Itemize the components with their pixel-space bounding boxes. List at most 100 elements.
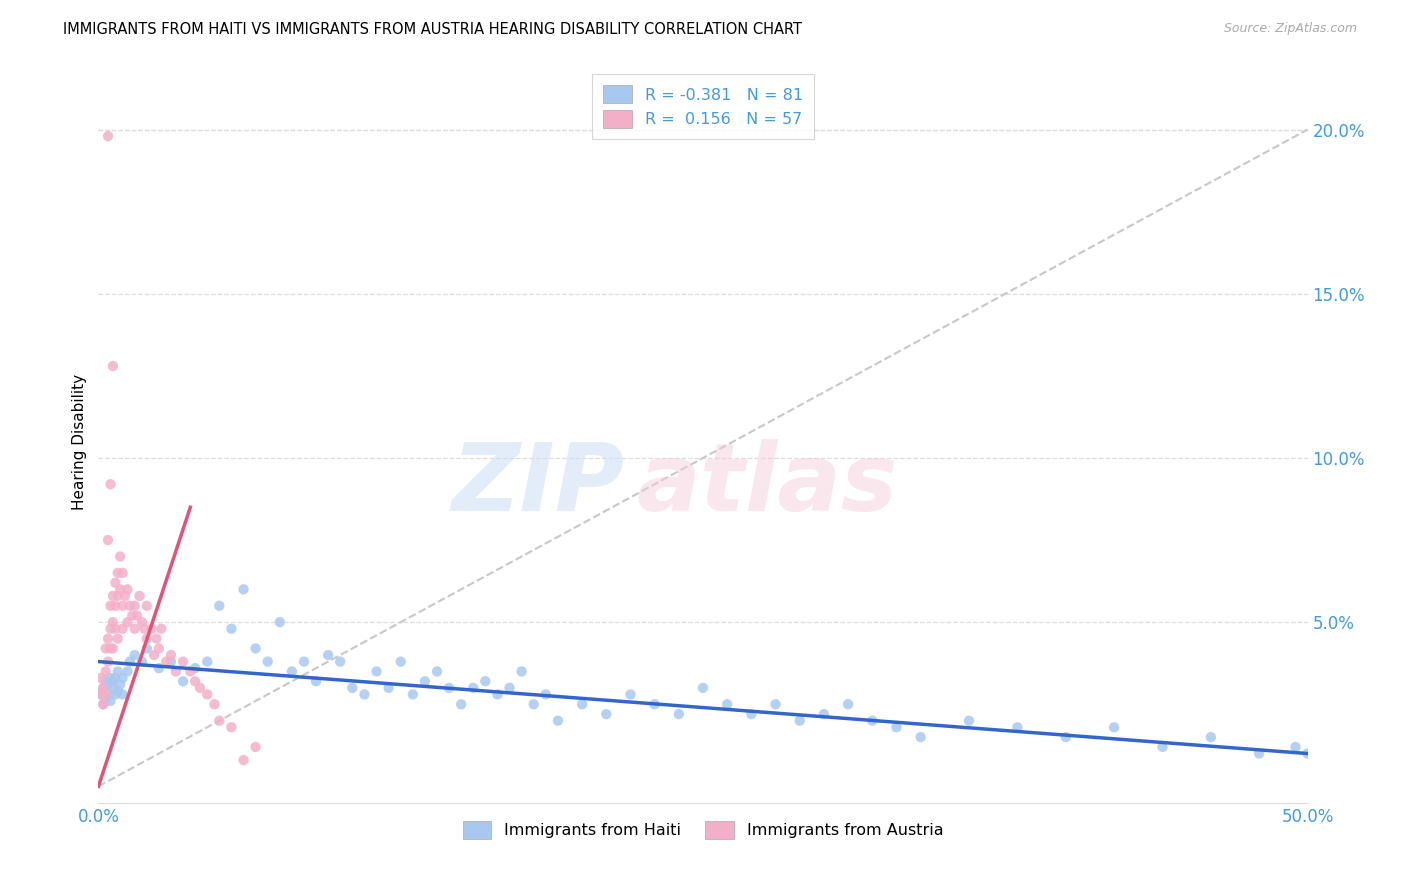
- Point: [837, 698, 859, 712]
- Point: [910, 730, 932, 744]
- Point: [107, 632, 129, 646]
- Point: [108, 582, 131, 597]
- Point: [101, 589, 124, 603]
- Point: [813, 707, 835, 722]
- Point: [1152, 739, 1174, 754]
- Point: [131, 655, 153, 669]
- Point: [148, 661, 170, 675]
- Point: [145, 632, 167, 646]
- Point: [474, 674, 496, 689]
- Point: [269, 615, 291, 630]
- Point: [134, 622, 156, 636]
- Point: [426, 665, 449, 679]
- Point: [111, 622, 134, 636]
- Point: [692, 681, 714, 695]
- Point: [111, 599, 134, 613]
- Point: [281, 665, 304, 679]
- Point: [107, 684, 129, 698]
- Point: [184, 661, 207, 675]
- Point: [329, 655, 352, 669]
- Point: [1296, 747, 1319, 761]
- Point: [94, 674, 117, 689]
- Point: [498, 681, 520, 695]
- Point: [97, 632, 120, 646]
- Point: [131, 615, 153, 630]
- Point: [90, 687, 112, 701]
- Point: [100, 622, 122, 636]
- Legend: Immigrants from Haiti, Immigrants from Austria: Immigrants from Haiti, Immigrants from A…: [457, 814, 949, 846]
- Point: [789, 714, 811, 728]
- Point: [463, 681, 485, 695]
- Point: [160, 648, 183, 662]
- Point: [204, 698, 226, 712]
- Point: [547, 714, 569, 728]
- Point: [740, 707, 762, 722]
- Point: [595, 707, 617, 722]
- Point: [111, 566, 134, 580]
- Point: [101, 674, 124, 689]
- Point: [100, 671, 122, 685]
- Point: [377, 681, 399, 695]
- Point: [135, 632, 157, 646]
- Point: [101, 681, 124, 695]
- Point: [486, 687, 509, 701]
- Point: [208, 714, 231, 728]
- Point: [124, 599, 146, 613]
- Point: [91, 681, 114, 695]
- Point: [114, 589, 136, 603]
- Point: [118, 655, 141, 669]
- Point: [221, 622, 243, 636]
- Point: [111, 687, 134, 701]
- Point: [97, 129, 120, 144]
- Point: [160, 655, 183, 669]
- Point: [90, 671, 112, 685]
- Point: [1284, 739, 1306, 754]
- Point: [90, 687, 112, 701]
- Text: ZIP: ZIP: [451, 439, 624, 531]
- Point: [1007, 720, 1029, 734]
- Point: [179, 665, 201, 679]
- Point: [860, 714, 883, 728]
- Point: [148, 641, 170, 656]
- Point: [668, 707, 690, 722]
- Point: [256, 655, 278, 669]
- Point: [107, 566, 129, 580]
- Point: [104, 575, 127, 590]
- Point: [94, 641, 117, 656]
- Point: [94, 665, 117, 679]
- Point: [141, 622, 163, 636]
- Point: [117, 615, 139, 630]
- Text: IMMIGRANTS FROM HAITI VS IMMIGRANTS FROM AUSTRIA HEARING DISABILITY CORRELATION : IMMIGRANTS FROM HAITI VS IMMIGRANTS FROM…: [63, 22, 803, 37]
- Point: [108, 677, 131, 691]
- Point: [389, 655, 412, 669]
- Point: [107, 665, 129, 679]
- Point: [124, 622, 146, 636]
- Point: [184, 674, 207, 689]
- Point: [128, 589, 150, 603]
- Point: [437, 681, 460, 695]
- Point: [523, 698, 546, 712]
- Point: [100, 694, 122, 708]
- Point: [305, 674, 328, 689]
- Point: [245, 641, 267, 656]
- Point: [117, 582, 139, 597]
- Point: [644, 698, 666, 712]
- Point: [94, 690, 117, 705]
- Point: [111, 671, 134, 685]
- Point: [510, 665, 533, 679]
- Point: [104, 687, 127, 701]
- Point: [135, 599, 157, 613]
- Point: [619, 687, 641, 701]
- Point: [100, 477, 122, 491]
- Point: [957, 714, 980, 728]
- Point: [91, 698, 114, 712]
- Point: [100, 599, 122, 613]
- Point: [1054, 730, 1077, 744]
- Point: [188, 681, 211, 695]
- Point: [107, 589, 129, 603]
- Point: [121, 608, 143, 623]
- Point: [127, 608, 149, 623]
- Point: [108, 549, 131, 564]
- Point: [104, 671, 127, 685]
- Point: [91, 681, 114, 695]
